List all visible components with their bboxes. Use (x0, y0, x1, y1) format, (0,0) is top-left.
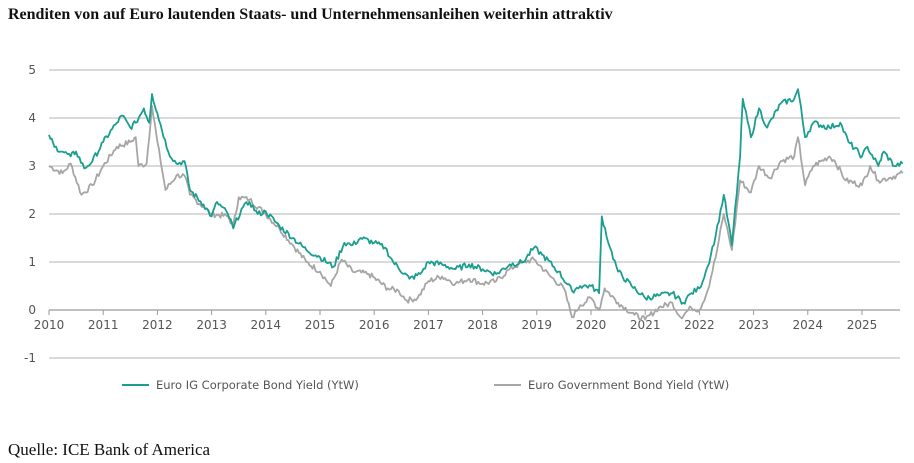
y-tick-label: 0 (28, 303, 36, 317)
y-tick-label: 3 (28, 159, 36, 173)
chart-title: Renditen von auf Euro lautenden Staats- … (8, 6, 613, 23)
y-tick-label: 4 (28, 111, 36, 125)
x-tick-label: 2016 (359, 318, 390, 332)
x-tick-label: 2022 (684, 318, 715, 332)
x-tick-label: 2013 (196, 318, 227, 332)
source-note: Quelle: ICE Bank of America (8, 440, 211, 459)
x-tick-label: 2011 (88, 318, 119, 332)
y-tick-label: 5 (28, 63, 36, 77)
legend-label: Euro IG Corporate Bond Yield (YtW) (156, 378, 359, 392)
legend-label: Euro Government Bond Yield (YtW) (528, 378, 729, 392)
x-tick-label: 2021 (630, 318, 661, 332)
government-yield-line (48, 105, 904, 322)
x-tick-label: 2023 (738, 318, 769, 332)
x-tick-label: 2025 (847, 318, 878, 332)
x-tick-label: 2020 (576, 318, 607, 332)
x-tick-label: 2012 (142, 318, 173, 332)
x-tick-label: 2018 (467, 318, 498, 332)
x-tick-label: 2014 (251, 318, 282, 332)
y-tick-label: 1 (28, 255, 36, 269)
x-tick-label: 2010 (34, 318, 65, 332)
x-tick-label: 2015 (305, 318, 336, 332)
y-tick-label: 2 (28, 207, 36, 221)
x-tick-label: 2024 (793, 318, 824, 332)
y-tick-label: -1 (24, 351, 36, 365)
corporate-yield-line (48, 88, 904, 305)
x-tick-label: 2017 (413, 318, 444, 332)
x-tick-label: 2019 (522, 318, 553, 332)
